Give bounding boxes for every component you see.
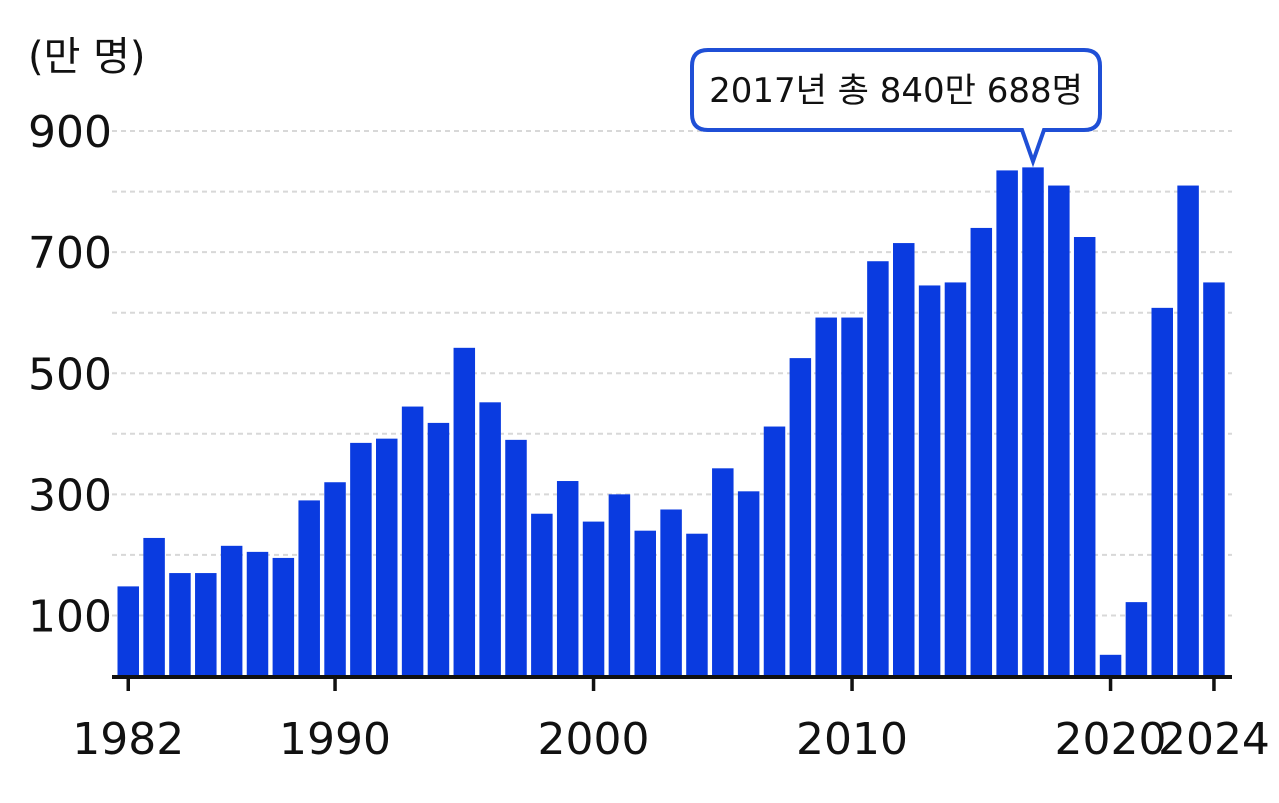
y-tick-label-300: 300 <box>28 470 112 521</box>
bar-1986 <box>220 545 243 676</box>
bar-2020 <box>1099 654 1122 676</box>
callout-bubble <box>690 48 1102 168</box>
bar-1996 <box>479 402 501 676</box>
bar-1990 <box>324 482 346 676</box>
callout-text: 2017년 총 840만 688명 <box>709 71 1083 111</box>
bar-1983 <box>143 537 165 676</box>
x-tick-label-2010: 2010 <box>796 714 908 765</box>
bar-1998 <box>531 513 553 676</box>
bar-2001 <box>608 494 631 676</box>
bar-1994 <box>427 422 450 676</box>
bar-2003 <box>660 509 682 676</box>
bar-2006 <box>737 491 760 676</box>
x-tick-label-2024: 2024 <box>1158 714 1270 765</box>
bar-2019 <box>1073 237 1096 676</box>
bar-1991 <box>350 442 372 676</box>
bar-1988 <box>272 557 295 676</box>
bar-1997 <box>505 439 527 676</box>
bar-2015 <box>970 227 993 676</box>
bar-2023 <box>1177 185 1199 677</box>
bar-2010 <box>841 317 863 676</box>
bar-1995 <box>453 347 476 676</box>
bar-2021 <box>1125 602 1148 676</box>
bar-2018 <box>1048 185 1070 677</box>
x-tick-label-1990: 1990 <box>279 714 391 765</box>
bar-2007 <box>763 426 786 676</box>
bar-1987 <box>246 551 269 676</box>
y-tick-label-700: 700 <box>28 228 112 279</box>
bar-2005 <box>712 468 734 676</box>
y-tick-labels: 100 300 500 700 900 <box>28 107 112 642</box>
annotation-callout: 2017년 총 840만 688명 <box>690 48 1102 168</box>
bar-1985 <box>195 573 217 676</box>
bar-2016 <box>996 170 1018 676</box>
bar-2014 <box>944 282 967 676</box>
bar-2011 <box>867 261 889 676</box>
bar-2013 <box>918 285 941 676</box>
bar-2000 <box>582 521 605 676</box>
bar-2004 <box>686 533 708 676</box>
bar-2022 <box>1151 307 1173 676</box>
x-tick-label-2020: 2020 <box>1055 714 1167 765</box>
y-tick-label-900: 900 <box>28 107 112 158</box>
bar-2017 <box>1022 167 1044 676</box>
bar-2008 <box>789 358 812 676</box>
bar-2024 <box>1203 282 1225 676</box>
x-tick-label-2000: 2000 <box>538 714 650 765</box>
bar-1984 <box>169 573 191 676</box>
bar-2012 <box>893 243 915 676</box>
y-tick-label-500: 500 <box>28 349 112 400</box>
bar-2002 <box>634 530 656 676</box>
bar-1989 <box>298 500 320 676</box>
x-axis-ticks <box>126 676 1216 691</box>
bar-1993 <box>401 406 424 676</box>
y-tick-label-100: 100 <box>28 591 112 642</box>
bars <box>117 167 1225 677</box>
bar-1982 <box>117 586 139 676</box>
x-tick-label-1982: 1982 <box>72 714 184 765</box>
y-axis-unit-label: (만 명) <box>28 34 146 80</box>
bar-1992 <box>376 438 398 676</box>
bar-2009 <box>815 317 837 676</box>
bar-1999 <box>556 481 579 676</box>
